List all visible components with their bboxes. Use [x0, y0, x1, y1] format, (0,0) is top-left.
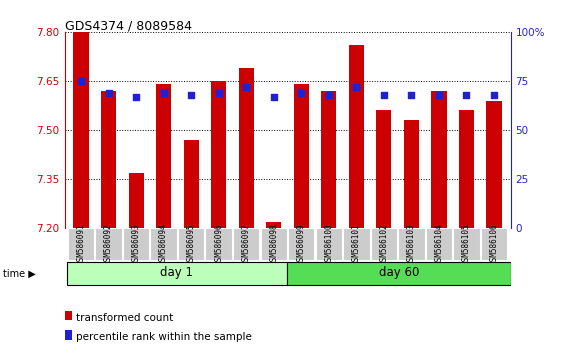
Point	[352, 84, 361, 90]
Point	[407, 92, 416, 98]
Bar	[294, 84, 309, 228]
Bar	[67, 262, 287, 285]
Text: GSM586102: GSM586102	[379, 223, 388, 265]
Text: transformed count: transformed count	[76, 313, 173, 322]
Point	[214, 90, 223, 96]
Bar	[238, 68, 254, 228]
Text: GSM586091: GSM586091	[76, 223, 85, 265]
Bar	[128, 173, 144, 228]
Bar	[95, 228, 122, 260]
Point	[242, 84, 251, 90]
Text: GSM586100: GSM586100	[324, 223, 333, 265]
Text: day 1: day 1	[160, 267, 194, 279]
Point	[76, 78, 85, 84]
Point	[324, 92, 333, 98]
Bar	[316, 228, 342, 260]
Bar	[288, 228, 315, 260]
Text: GSM586093: GSM586093	[132, 223, 141, 265]
Bar	[73, 32, 89, 228]
Text: GSM586097: GSM586097	[242, 223, 251, 265]
Text: GSM586098: GSM586098	[269, 223, 278, 265]
Bar	[205, 228, 232, 260]
Bar	[398, 228, 425, 260]
Bar	[183, 140, 199, 228]
Bar	[453, 228, 480, 260]
Point	[434, 92, 443, 98]
Text: GSM586092: GSM586092	[104, 223, 113, 265]
Point	[159, 90, 168, 96]
Text: percentile rank within the sample: percentile rank within the sample	[76, 332, 252, 342]
Text: GSM586095: GSM586095	[187, 223, 196, 265]
Text: GSM586096: GSM586096	[214, 223, 223, 265]
Point	[269, 94, 278, 99]
Bar	[260, 228, 287, 260]
Text: GSM586103: GSM586103	[407, 223, 416, 265]
Bar	[426, 228, 452, 260]
Bar	[233, 228, 259, 260]
Text: GSM586104: GSM586104	[434, 223, 443, 265]
Bar	[266, 222, 281, 228]
Bar	[321, 91, 337, 228]
Point	[490, 92, 499, 98]
Bar	[68, 228, 94, 260]
Text: GSM586094: GSM586094	[159, 223, 168, 265]
Point	[462, 92, 471, 98]
Point	[379, 92, 388, 98]
Bar	[211, 81, 226, 228]
Bar	[343, 228, 370, 260]
Text: GDS4374 / 8089584: GDS4374 / 8089584	[65, 19, 191, 33]
Point	[297, 90, 306, 96]
Bar	[481, 228, 507, 260]
Point	[132, 94, 141, 99]
Bar	[287, 262, 511, 285]
Bar	[123, 228, 149, 260]
Point	[104, 90, 113, 96]
Bar	[371, 228, 397, 260]
Text: GSM586099: GSM586099	[297, 223, 306, 265]
Bar	[376, 110, 392, 228]
Text: GSM586101: GSM586101	[352, 223, 361, 265]
Bar	[178, 228, 204, 260]
Text: GSM586106: GSM586106	[490, 223, 499, 265]
Text: day 60: day 60	[379, 267, 419, 279]
Bar	[349, 45, 364, 228]
Bar	[431, 91, 447, 228]
Bar	[486, 101, 502, 228]
Text: time ▶: time ▶	[3, 268, 35, 278]
Point	[187, 92, 196, 98]
Bar	[459, 110, 474, 228]
Text: GSM586105: GSM586105	[462, 223, 471, 265]
Bar	[150, 228, 177, 260]
Bar	[156, 84, 171, 228]
Bar	[101, 91, 116, 228]
Bar	[404, 120, 419, 228]
